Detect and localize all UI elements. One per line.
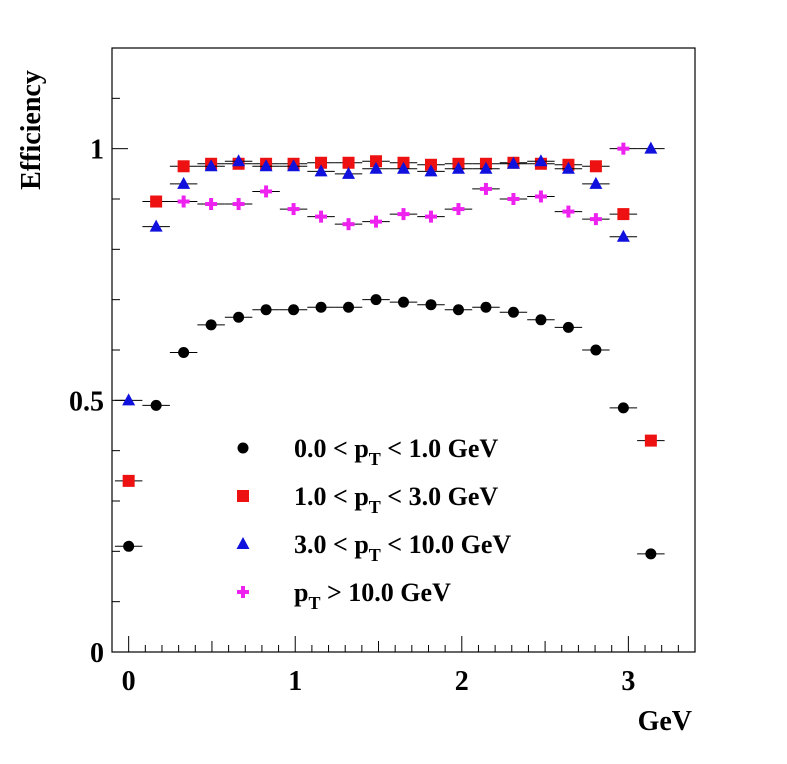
data-point bbox=[342, 218, 355, 231]
data-point bbox=[425, 299, 437, 311]
data-point bbox=[452, 203, 465, 216]
x-tick-label: 0 bbox=[122, 666, 136, 697]
data-point bbox=[479, 182, 492, 195]
legend-entry: 3.0 < pT < 10.0 GeV bbox=[236, 530, 511, 565]
data-point bbox=[480, 301, 492, 313]
data-point bbox=[233, 311, 245, 323]
data-point bbox=[398, 296, 409, 308]
data-point bbox=[369, 161, 383, 174]
x-tick-label: 1 bbox=[288, 666, 302, 697]
data-point bbox=[260, 304, 272, 316]
data-point bbox=[370, 294, 382, 306]
data-point bbox=[204, 159, 218, 172]
data-point bbox=[314, 164, 328, 177]
data-point bbox=[507, 306, 519, 318]
legend-label: 0.0 < pT < 1.0 GeV bbox=[294, 434, 498, 469]
data-point bbox=[315, 156, 328, 169]
data-point bbox=[177, 176, 191, 189]
data-point bbox=[205, 198, 218, 211]
y-tick-label: 0.5 bbox=[69, 386, 104, 417]
x-tick-label: 3 bbox=[621, 666, 635, 697]
data-point bbox=[644, 141, 658, 154]
data-point bbox=[534, 190, 547, 203]
data-point bbox=[149, 219, 163, 232]
axis-ticks bbox=[111, 47, 696, 653]
data-point bbox=[590, 344, 602, 356]
data-point bbox=[122, 474, 135, 487]
data-point bbox=[617, 402, 629, 414]
data-point bbox=[177, 160, 190, 173]
data-point bbox=[644, 434, 657, 447]
data-point bbox=[452, 304, 464, 316]
data-point bbox=[506, 156, 520, 169]
legend-marker bbox=[237, 442, 249, 454]
data-point bbox=[535, 314, 547, 326]
data-point bbox=[561, 161, 575, 174]
data-point bbox=[397, 161, 410, 174]
data-point bbox=[479, 161, 493, 174]
x-tick-label: 2 bbox=[455, 666, 469, 697]
legend-entry: pT > 10.0 GeV bbox=[237, 578, 451, 613]
data-point bbox=[424, 210, 437, 223]
data-point bbox=[397, 208, 410, 221]
data-point bbox=[589, 213, 602, 226]
data-point bbox=[562, 205, 575, 218]
data-point bbox=[205, 319, 217, 331]
data-point bbox=[232, 154, 246, 167]
data-point bbox=[342, 156, 355, 169]
data-point bbox=[288, 304, 300, 316]
data-point bbox=[177, 195, 190, 208]
y-axis-label: Efficiency bbox=[16, 70, 47, 190]
data-point bbox=[150, 399, 162, 411]
data-point bbox=[534, 154, 548, 167]
data-point bbox=[343, 301, 355, 313]
data-point bbox=[342, 166, 356, 179]
data-point bbox=[617, 208, 630, 221]
data-point bbox=[259, 159, 273, 172]
data-point bbox=[617, 142, 630, 155]
y-tick-label: 1 bbox=[90, 135, 104, 166]
axis-tick-labels: 0 0.5 1 0 1 2 3 bbox=[69, 135, 635, 697]
data-point bbox=[232, 198, 245, 211]
data-point bbox=[122, 393, 136, 406]
data-point bbox=[287, 159, 301, 172]
series-triangle bbox=[114, 141, 665, 406]
series-circle bbox=[114, 294, 665, 560]
legend-marker bbox=[236, 537, 250, 549]
data-point bbox=[260, 185, 273, 198]
data-points bbox=[114, 141, 665, 560]
legend-label: pT > 10.0 GeV bbox=[294, 578, 451, 613]
data-point bbox=[451, 161, 465, 174]
data-point bbox=[150, 195, 163, 208]
legend-marker bbox=[237, 586, 249, 598]
data-point bbox=[507, 193, 520, 205]
data-point bbox=[315, 301, 327, 313]
legend-entry: 0.0 < pT < 1.0 GeV bbox=[237, 434, 498, 469]
legend-marker bbox=[237, 490, 249, 502]
data-point bbox=[645, 548, 657, 560]
legend-entry: 1.0 < pT < 3.0 GeV bbox=[237, 482, 498, 517]
series-cross bbox=[169, 142, 638, 231]
data-point bbox=[589, 160, 602, 173]
data-point bbox=[562, 321, 574, 333]
y-tick-label: 0 bbox=[90, 638, 104, 669]
data-point bbox=[315, 210, 328, 223]
data-point bbox=[123, 540, 135, 552]
data-point bbox=[370, 215, 383, 228]
legend-label: 3.0 < pT < 10.0 GeV bbox=[294, 530, 511, 565]
data-point bbox=[287, 203, 300, 216]
data-point bbox=[178, 347, 190, 359]
data-point bbox=[424, 164, 438, 177]
data-point bbox=[589, 176, 603, 189]
x-axis-label: GeV bbox=[638, 706, 692, 737]
data-point bbox=[370, 155, 383, 168]
legend: 0.0 < pT < 1.0 GeV 1.0 < pT < 3.0 GeV 3.0 … bbox=[236, 434, 511, 613]
data-point bbox=[616, 229, 630, 242]
legend-label: 1.0 < pT < 3.0 GeV bbox=[294, 482, 498, 517]
